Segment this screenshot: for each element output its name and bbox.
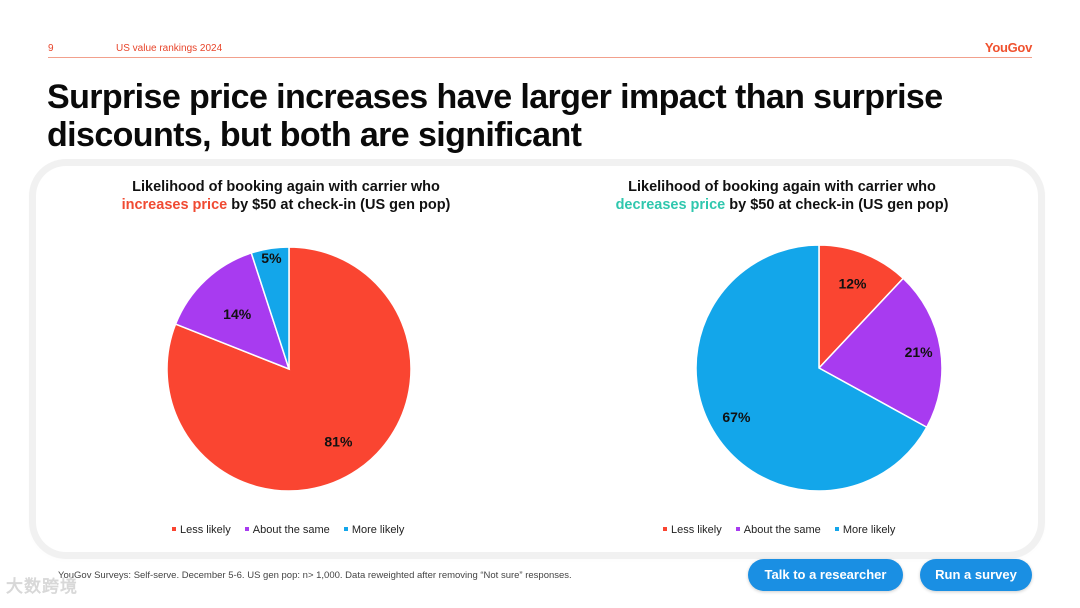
- pie-chart: 81% 14% 5%: [166, 246, 412, 492]
- chart-legend: Less likely About the same More likely: [172, 524, 418, 536]
- legend-item: About the same: [735, 524, 821, 536]
- footnote: YouGov Surveys: Self-serve. December 5-6…: [58, 570, 572, 581]
- chart-title-line1: Likelihood of booking again with carrier…: [628, 179, 936, 195]
- legend-swatch: [735, 527, 740, 532]
- chart-title-rest: by $50 at check-in (US gen pop): [227, 197, 451, 213]
- pie-slice-more-likely: [250, 246, 290, 370]
- legend-item: More likely: [343, 524, 405, 536]
- pie-slice-less-likely: [818, 244, 905, 370]
- chart-title-highlight: increases price: [121, 197, 228, 213]
- brand-logo: YouGov: [984, 40, 1032, 55]
- pie-data-label: 14%: [223, 306, 252, 322]
- run-survey-button[interactable]: Run a survey: [920, 559, 1032, 591]
- pie-data-label: 12%: [838, 275, 867, 291]
- legend-swatch: [663, 527, 667, 532]
- legend-label: More likely: [842, 524, 896, 536]
- chart-title: Likelihood of booking again with carrier…: [36, 178, 536, 214]
- talk-to-researcher-button[interactable]: Talk to a researcher: [748, 559, 903, 591]
- chart-increase-price: Likelihood of booking again with carrier…: [36, 166, 536, 552]
- pie-data-label: 81%: [324, 434, 353, 450]
- legend-label: More likely: [351, 524, 405, 536]
- pie-data-label: 21%: [905, 344, 934, 360]
- legend-swatch: [834, 527, 839, 532]
- legend-item: Less likely: [172, 524, 231, 536]
- chart-decrease-price: Likelihood of booking again with carrier…: [532, 166, 1032, 552]
- legend-item: More likely: [834, 524, 896, 536]
- charts-panel: Likelihood of booking again with carrier…: [36, 166, 1038, 552]
- legend-label: About the same: [743, 524, 821, 536]
- legend-label: About the same: [252, 524, 330, 536]
- legend-swatch: [244, 527, 249, 532]
- chart-title-rest: by $50 at check-in (US gen pop): [725, 197, 949, 213]
- pie-data-label: 5%: [261, 250, 282, 266]
- pie-slice-about-the-same: [817, 277, 943, 429]
- chart-title: Likelihood of booking again with carrier…: [532, 178, 1032, 214]
- chart-title-highlight: decreases price: [615, 197, 726, 213]
- legend-label: Less likely: [671, 524, 722, 536]
- chart-title-line1: Likelihood of booking again with carrier…: [132, 179, 440, 195]
- legend-swatch: [343, 527, 348, 532]
- legend-item: Less likely: [663, 524, 722, 536]
- chart-legend: Less likely About the same More likely: [663, 524, 909, 536]
- pie-data-label: 67%: [722, 409, 751, 425]
- section-label: US value rankings 2024: [116, 43, 223, 54]
- legend-swatch: [172, 527, 176, 532]
- pie-slice-more-likely: [695, 244, 928, 492]
- page-number: 9: [48, 43, 54, 54]
- legend-label: Less likely: [180, 524, 231, 536]
- top-bar: 9 US value rankings 2024 YouGov: [48, 40, 1032, 58]
- watermark: 大数跨境: [6, 577, 78, 596]
- pie-chart: 12% 21% 67%: [695, 244, 943, 492]
- page-title: Surprise price increases have larger imp…: [47, 78, 943, 154]
- legend-item: About the same: [244, 524, 330, 536]
